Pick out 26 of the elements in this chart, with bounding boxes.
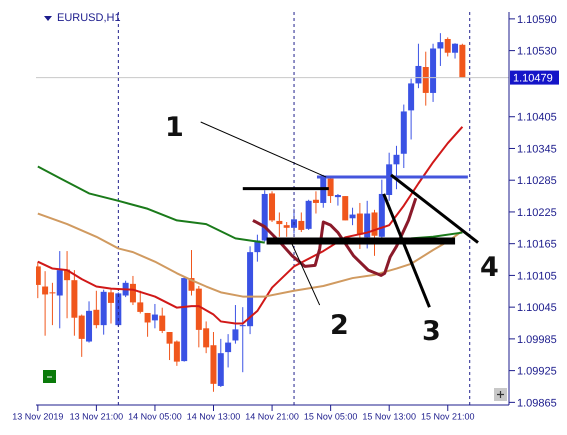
annotation: 4 xyxy=(480,252,499,283)
x-tick-label: 13 Nov 2019 xyxy=(12,411,64,422)
ref-line-label: 1.10479 xyxy=(513,72,553,85)
y-tick-label: 1.09985 xyxy=(517,334,557,346)
y-tick-label: 1.10345 xyxy=(517,143,557,156)
x-tick-label: 15 Nov 13:00 xyxy=(362,411,416,422)
y-tick-label: 1.09925 xyxy=(517,366,557,378)
chart-title: EURUSD,H1 xyxy=(57,12,121,24)
y-tick-label: 1.10530 xyxy=(517,46,557,58)
x-tick-label: 13 Nov 21:00 xyxy=(70,411,124,422)
y-tick-label: 1.10045 xyxy=(517,302,557,314)
y-tick-label: 1.10405 xyxy=(517,112,557,124)
y-tick-label: 1.10105 xyxy=(517,270,557,282)
x-tick-label: 15 Nov 05:00 xyxy=(304,411,358,422)
y-tick-label: 1.10165 xyxy=(517,238,557,251)
x-tick-label: 14 Nov 21:00 xyxy=(245,411,299,422)
x-tick-label: 14 Nov 13:00 xyxy=(186,411,240,422)
y-tick-label: 1.10225 xyxy=(517,206,557,219)
annotation: 1 xyxy=(165,112,184,143)
annotation: 3 xyxy=(422,316,441,347)
annotation: 2 xyxy=(330,310,349,341)
x-tick-label: 15 Nov 21:00 xyxy=(420,411,475,422)
y-tick-label: 1.10285 xyxy=(517,175,557,188)
x-tick-label: 14 Nov 05:00 xyxy=(128,411,182,422)
y-tick-label: 1.09865 xyxy=(517,397,557,410)
y-tick-label: 1.10590 xyxy=(517,14,557,26)
